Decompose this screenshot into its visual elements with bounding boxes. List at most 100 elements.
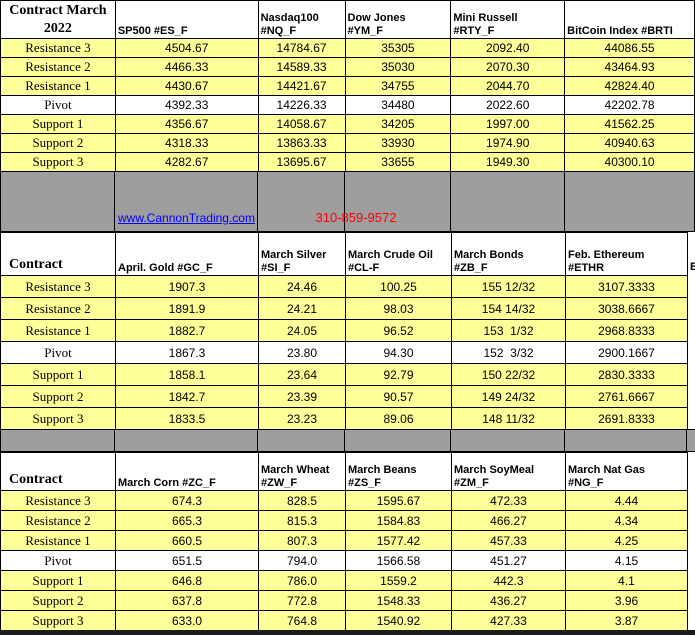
column-header: BitCoin Index #BRTI	[564, 0, 695, 39]
value-cell: 451.27	[451, 550, 566, 571]
table-row: Pivot 1867.3 23.80 94.30 152 3/32 2900.1667	[0, 341, 688, 364]
column-header: March Wheat #ZW_F	[258, 452, 346, 491]
value-cell: 1882.7	[115, 319, 259, 342]
phone-number: 310-859-9572	[315, 210, 397, 225]
column-header: April. Gold #GC_F	[115, 232, 259, 276]
column-header: Nasdaq100 #NQ_F	[257, 0, 346, 39]
value-cell: 35030	[344, 57, 452, 77]
value-cell: 1891.9	[115, 297, 259, 320]
value-cell: 42824.40	[564, 76, 695, 96]
row-label: Resistance 1	[0, 319, 116, 342]
separator-cell	[115, 172, 258, 231]
value-cell: 665.3	[115, 510, 259, 531]
table-row: Support 3 4282.67 13695.67 33655 1949.30 4030…	[0, 152, 695, 171]
value-cell: 2761.6667	[565, 385, 688, 408]
value-cell: 1577.42	[345, 530, 452, 551]
value-cell: 3.96	[565, 590, 688, 611]
value-cell: 1858.1	[115, 363, 259, 386]
column-header: March Bonds #ZB_F	[451, 232, 566, 276]
value-cell: 4282.67	[114, 152, 259, 171]
value-cell: 14784.67	[257, 38, 346, 58]
grains-pivot-table: Contract March Corn #ZC_F March Wheat #ZW_…	[0, 452, 688, 630]
value-cell: 436.27	[451, 590, 566, 611]
value-cell: 2022.60	[450, 95, 566, 115]
table-row: Pivot 651.5 794.0 1566.58 451.27 4.15	[0, 550, 688, 571]
row-label: Support 1	[0, 114, 116, 134]
table-row: Resistance 1 660.5 807.3 1577.42 457.33 4.25	[0, 530, 688, 551]
value-cell: 466.27	[451, 510, 566, 531]
value-cell: 651.5	[115, 550, 259, 571]
value-cell: 23.80	[258, 341, 346, 364]
table-row: Support 1 646.8 786.0 1559.2 442.3 4.1	[0, 570, 688, 591]
value-cell: 815.3	[258, 510, 346, 531]
value-cell: 637.8	[115, 590, 259, 611]
section-metals-energy: Contract April. Gold #GC_F March Silver #S…	[0, 232, 695, 429]
value-cell: 4466.33	[114, 57, 259, 77]
value-cell: 100.25	[345, 275, 452, 298]
value-cell: 2691.8333	[565, 407, 688, 429]
value-cell: 764.8	[258, 610, 346, 630]
table-row: Resistance 1 1882.7 24.05 96.52 153 1/32 2968…	[0, 319, 688, 342]
value-cell: 660.5	[115, 530, 259, 551]
value-cell: 14226.33	[257, 95, 346, 115]
value-cell: 41562.25	[564, 114, 695, 134]
value-cell: 1949.30	[450, 152, 566, 171]
row-label: Support 3	[0, 152, 116, 171]
value-cell: 2830.3333	[565, 363, 688, 386]
value-cell: 14421.67	[257, 76, 346, 96]
value-cell: 4.15	[565, 550, 688, 571]
value-cell: 1559.2	[345, 570, 452, 591]
value-cell: 23.23	[258, 407, 346, 429]
value-cell: 148 11/32	[451, 407, 566, 429]
separator-band	[0, 429, 695, 452]
value-cell: 2070.30	[450, 57, 566, 77]
value-cell: 807.3	[258, 530, 346, 551]
value-cell: 23.39	[258, 385, 346, 408]
row-label: Resistance 2	[0, 510, 116, 531]
row-label: Support 3	[0, 610, 116, 630]
row-label: Resistance 2	[0, 57, 116, 77]
value-cell: 3107.3333	[565, 275, 688, 298]
value-cell: 646.8	[115, 570, 259, 591]
value-cell: 35305	[344, 38, 452, 58]
value-cell: 34480	[344, 95, 452, 115]
table-row: Resistance 3 674.3 828.5 1595.67 472.33 4.44	[0, 490, 688, 511]
table-row: Resistance 3 4504.67 14784.67 35305 2092.40 4…	[0, 38, 695, 58]
value-cell: 2900.1667	[565, 341, 688, 364]
table-row: Support 3 1833.5 23.23 89.06 148 11/32 2691.8…	[0, 407, 688, 429]
row-label: Support 2	[0, 133, 116, 153]
separator-cell	[565, 430, 687, 451]
column-header: March Corn #ZC_F	[115, 452, 259, 491]
column-header: March Silver #SI_F	[258, 232, 346, 276]
value-cell: 828.5	[258, 490, 346, 511]
value-cell: 4.1	[565, 570, 688, 591]
value-cell: 2092.40	[450, 38, 566, 58]
row-label: Resistance 2	[0, 297, 116, 320]
value-cell: 1833.5	[115, 407, 259, 429]
separator-cell	[258, 172, 345, 231]
row-label: Support 2	[0, 590, 116, 611]
website-link[interactable]: www.CannonTrading.com	[118, 211, 255, 225]
value-cell: 24.46	[258, 275, 346, 298]
table-row: Support 1 1858.1 23.64 92.79 150 22/32 2830.3…	[0, 363, 688, 386]
value-cell: 89.06	[345, 407, 452, 429]
value-cell: 92.79	[345, 363, 452, 386]
value-cell: 472.33	[451, 490, 566, 511]
value-cell: 152 3/32	[451, 341, 566, 364]
row-label: Resistance 3	[0, 38, 116, 58]
row-label: Resistance 1	[0, 76, 116, 96]
value-cell: 674.3	[115, 490, 259, 511]
value-cell: 13863.33	[257, 133, 346, 153]
value-cell: 23.64	[258, 363, 346, 386]
contract-header-cell: Contract	[0, 232, 116, 276]
value-cell: 24.05	[258, 319, 346, 342]
value-cell: 4392.33	[114, 95, 259, 115]
value-cell: 33655	[344, 152, 452, 171]
value-cell: 34205	[344, 114, 452, 134]
value-cell: 1540.92	[345, 610, 452, 630]
separator-band: www.CannonTrading.com 310-859-9572	[0, 171, 695, 232]
value-cell: 427.33	[451, 610, 566, 630]
separator-cell	[345, 430, 451, 451]
value-cell: 457.33	[451, 530, 566, 551]
value-cell: 4.44	[565, 490, 688, 511]
